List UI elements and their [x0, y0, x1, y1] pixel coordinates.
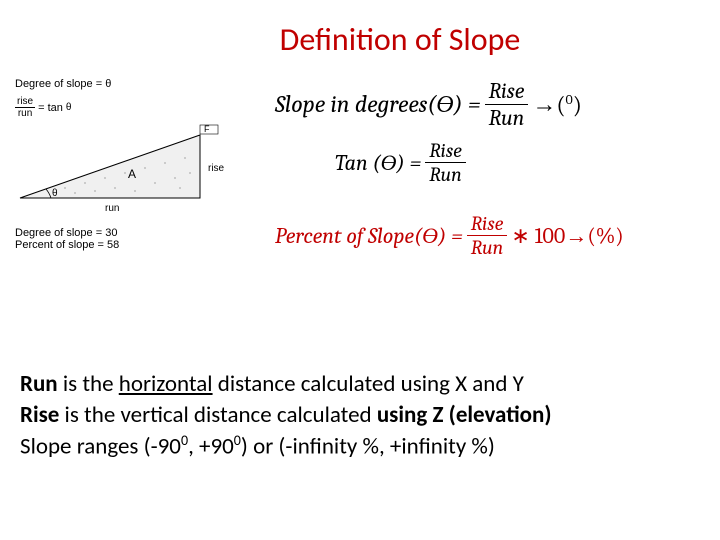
f2-lhs: Tan (Ө) =: [335, 150, 421, 176]
run-den: run: [15, 108, 35, 119]
f1-num: Rise: [485, 78, 529, 104]
f1-lhs: Slope in degrees(Ө) =: [275, 90, 481, 119]
formulas-block: Slope in degrees(Ө) = Rise Run → (0) Tan…: [275, 78, 705, 267]
run-side-label: run: [105, 203, 119, 214]
pct-result-label: Percent of slope =: [15, 239, 107, 251]
f3-tail: (%): [587, 223, 623, 249]
rise-bold: Rise: [20, 401, 59, 429]
formula-percent-slope: Percent of Slope(Ө) = Rise Run ∗ 100 → (…: [275, 212, 705, 259]
f1-exp: 0: [566, 91, 573, 108]
rise-line: Rise is the vertical distance calculated…: [20, 401, 700, 430]
rise-over-run-frac: rise run: [15, 96, 35, 119]
theta-2: θ: [66, 102, 72, 113]
f3-den: Run: [467, 235, 508, 259]
horizontal-underline: horizontal: [119, 370, 213, 398]
slide-title: Definition of Slope: [0, 20, 720, 59]
run-end: distance calculated using X and Y: [213, 370, 524, 398]
rise-side-label: rise: [208, 163, 225, 174]
f2-frac: Rise Run: [425, 139, 466, 186]
f1-close: ): [573, 91, 582, 119]
zero-1: 0: [181, 432, 188, 449]
f3-arrow: →: [565, 223, 587, 249]
A-label: A: [128, 167, 136, 181]
formula-tan: Tan (Ө) = Rise Run: [275, 139, 705, 186]
deg-result-val: 30: [105, 227, 117, 239]
f3-lhs: Percent of Slope(Ө) =: [275, 223, 463, 249]
degree-of-slope-theta: Degree of slope = θ: [15, 78, 250, 90]
explanation-text: Run is the horizontal distance calculate…: [20, 370, 700, 463]
rise-run-tan: rise run = tan θ: [15, 96, 250, 119]
f3-mult: ∗ 100: [511, 223, 565, 249]
run-bold: Run: [20, 370, 58, 398]
f1-open: (: [556, 91, 565, 119]
f3-num: Rise: [467, 212, 508, 235]
theta-symbol: θ: [105, 78, 111, 90]
f1-den: Run: [485, 104, 529, 131]
f3-frac: Rise Run: [467, 212, 508, 259]
f1-arrow: →: [532, 91, 556, 119]
triangle-svg: F A θ rise run: [15, 123, 240, 218]
f1-frac: Rise Run: [485, 78, 529, 131]
using-z-bold: using Z (elevation): [377, 401, 552, 429]
slope-diagram: Degree of slope = θ rise run = tan θ F A…: [15, 78, 250, 278]
run-line: Run is the horizontal distance calculate…: [20, 370, 700, 399]
rise-num: rise: [15, 96, 35, 108]
deg-result-label: Degree of slope =: [15, 227, 105, 239]
f2-den: Run: [425, 162, 466, 186]
theta-angle: θ: [52, 188, 58, 199]
F-label: F: [204, 124, 210, 134]
formula-slope-degrees: Slope in degrees(Ө) = Rise Run → (0): [275, 78, 705, 131]
range-line: Slope ranges (-900, +900) or (-infinity …: [20, 432, 700, 461]
percent-result: Percent of slope = 58: [15, 239, 250, 251]
range-a: Slope ranges (-90: [20, 432, 181, 460]
run-mid: is the: [58, 370, 119, 398]
rise-mid: is the vertical distance calculated: [59, 401, 376, 429]
pct-result-val: 58: [107, 239, 119, 251]
zero-2: 0: [234, 432, 241, 449]
deg-slope-label: Degree of slope =: [15, 78, 105, 90]
range-c: ) or (-infinity %, +infinity %): [241, 432, 495, 460]
eq-tan-text: = tan: [38, 102, 63, 114]
range-b: , +90: [188, 432, 234, 460]
f2-num: Rise: [425, 139, 466, 162]
degree-result: Degree of slope = 30: [15, 227, 250, 239]
